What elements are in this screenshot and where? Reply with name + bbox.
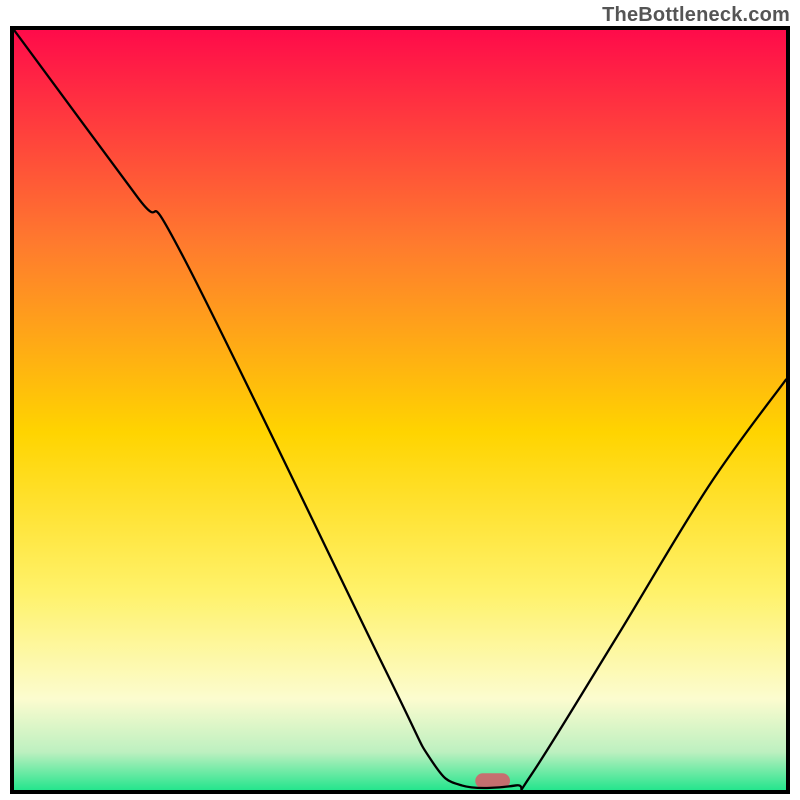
chart-plot-frame: [10, 26, 790, 794]
bottleneck-curve: [14, 30, 786, 790]
bottleneck-marker: [475, 773, 510, 788]
chart-background: [14, 30, 786, 790]
chart-background-svg: [14, 30, 786, 790]
chart-container: TheBottleneck.com: [0, 0, 800, 800]
chart-curve-svg: [14, 30, 786, 790]
watermark-text: TheBottleneck.com: [602, 4, 790, 27]
gradient-rect: [14, 30, 786, 790]
